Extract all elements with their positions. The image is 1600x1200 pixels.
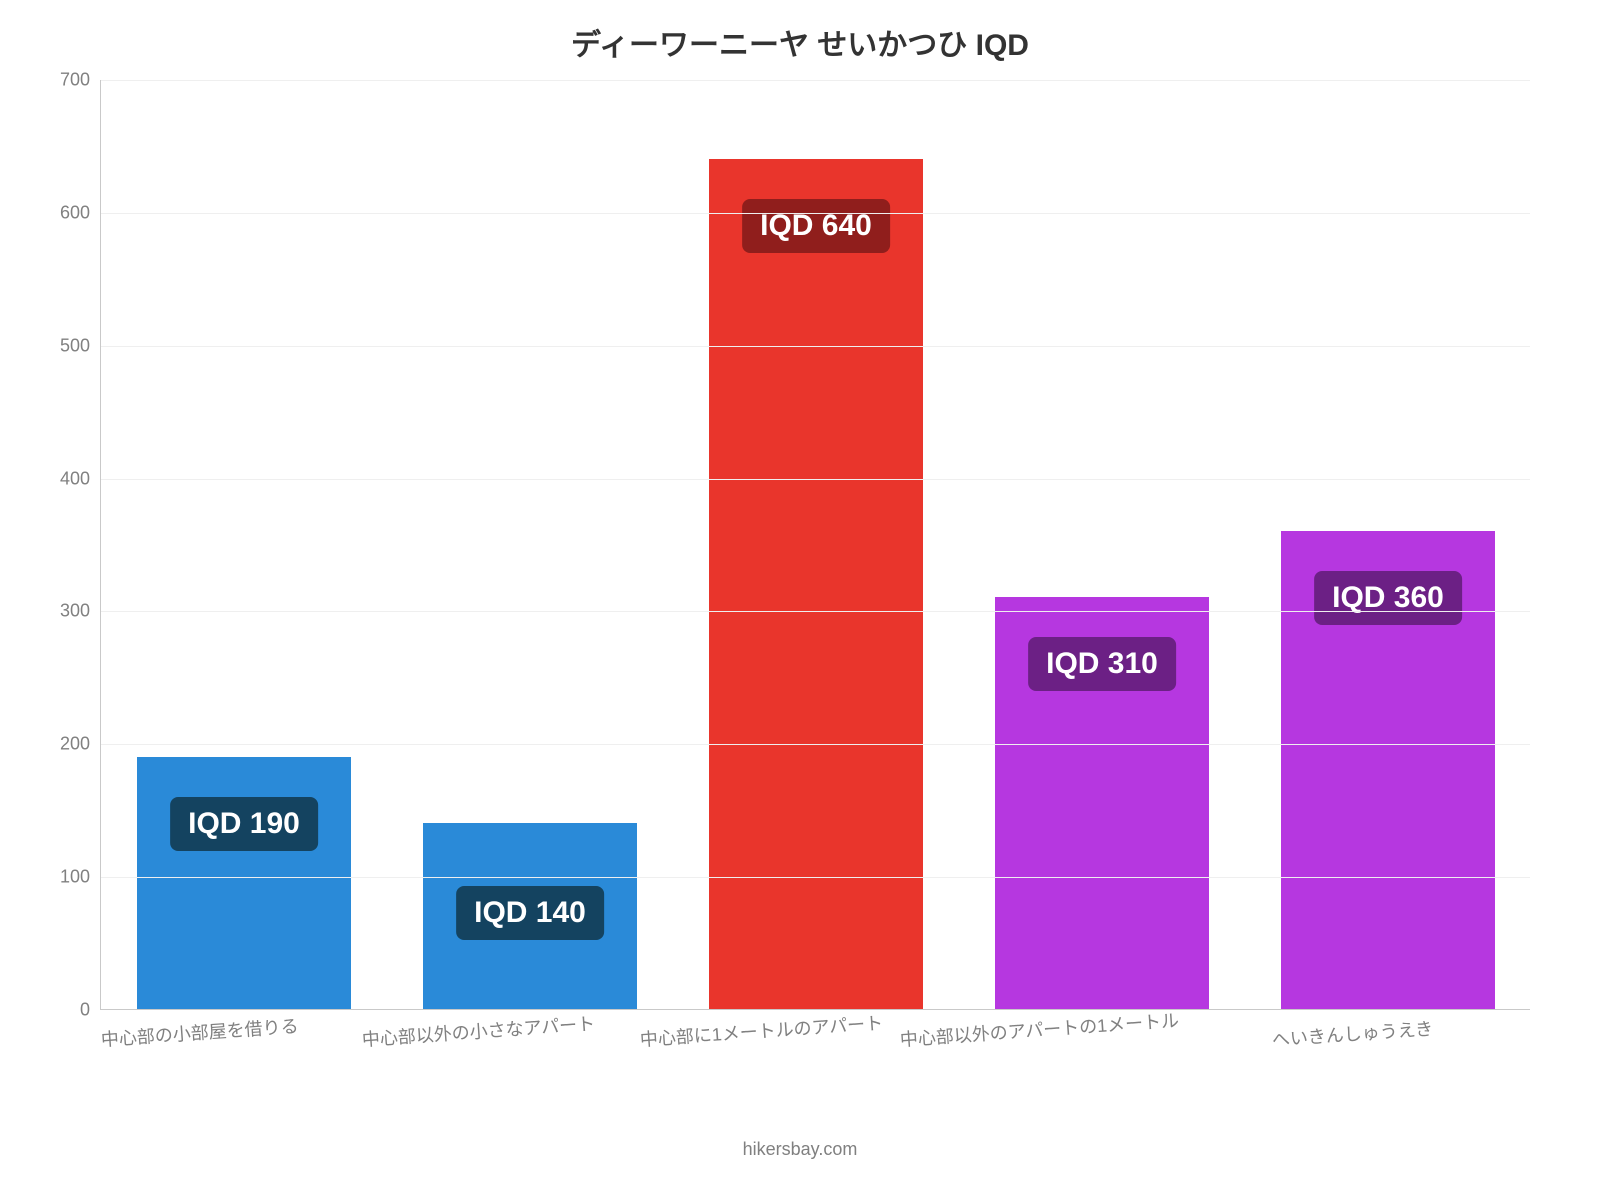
- grid-line: [101, 611, 1530, 612]
- grid-line: [101, 744, 1530, 745]
- y-tick-label: 700: [10, 70, 90, 91]
- value-label: IQD 190: [170, 797, 318, 851]
- value-label: IQD 640: [742, 199, 890, 253]
- chart-title: ディーワーニーヤ せいかつひ IQD: [0, 20, 1600, 64]
- bar: IQD 310: [995, 597, 1210, 1009]
- y-tick-label: 300: [10, 601, 90, 622]
- grid-line: [101, 877, 1530, 878]
- value-label: IQD 360: [1314, 571, 1462, 625]
- y-tick-label: 400: [10, 468, 90, 489]
- bar: IQD 140: [423, 823, 638, 1009]
- grid-line: [101, 346, 1530, 347]
- x-tick-label: へいきんしゅうえき: [1271, 1015, 1434, 1052]
- y-tick-label: 0: [10, 1000, 90, 1021]
- plot-area: IQD 190 IQD 140 IQD 640 IQD 310 IQD 360: [100, 80, 1530, 1010]
- attribution-text: hikersbay.com: [0, 1139, 1600, 1160]
- y-tick-label: 200: [10, 734, 90, 755]
- x-tick-label: 中心部に1メートルのアパート: [639, 1009, 884, 1052]
- bar: IQD 360: [1281, 531, 1496, 1009]
- y-tick-label: 500: [10, 335, 90, 356]
- grid-line: [101, 213, 1530, 214]
- grid-line: [101, 80, 1530, 81]
- value-label: IQD 140: [456, 886, 604, 940]
- y-tick-label: 100: [10, 867, 90, 888]
- bars-layer: IQD 190 IQD 140 IQD 640 IQD 310 IQD 360: [101, 80, 1530, 1009]
- value-label: IQD 310: [1028, 637, 1176, 691]
- bar-chart: ディーワーニーヤ せいかつひ IQD IQD 190 IQD 140 IQD 640…: [0, 0, 1600, 1200]
- bar: IQD 190: [137, 757, 352, 1009]
- x-tick-label: 中心部以外の小さなアパート: [361, 1010, 596, 1052]
- x-tick-label: 中心部の小部屋を借りる: [100, 1012, 299, 1052]
- bar: IQD 640: [709, 159, 924, 1009]
- x-axis-labels: 中心部の小部屋を借りる中心部以外の小さなアパート中心部に1メートルのアパート中心…: [100, 1016, 1530, 1076]
- y-tick-label: 600: [10, 202, 90, 223]
- x-tick-label: 中心部以外のアパートの1メートル: [899, 1006, 1180, 1051]
- grid-line: [101, 479, 1530, 480]
